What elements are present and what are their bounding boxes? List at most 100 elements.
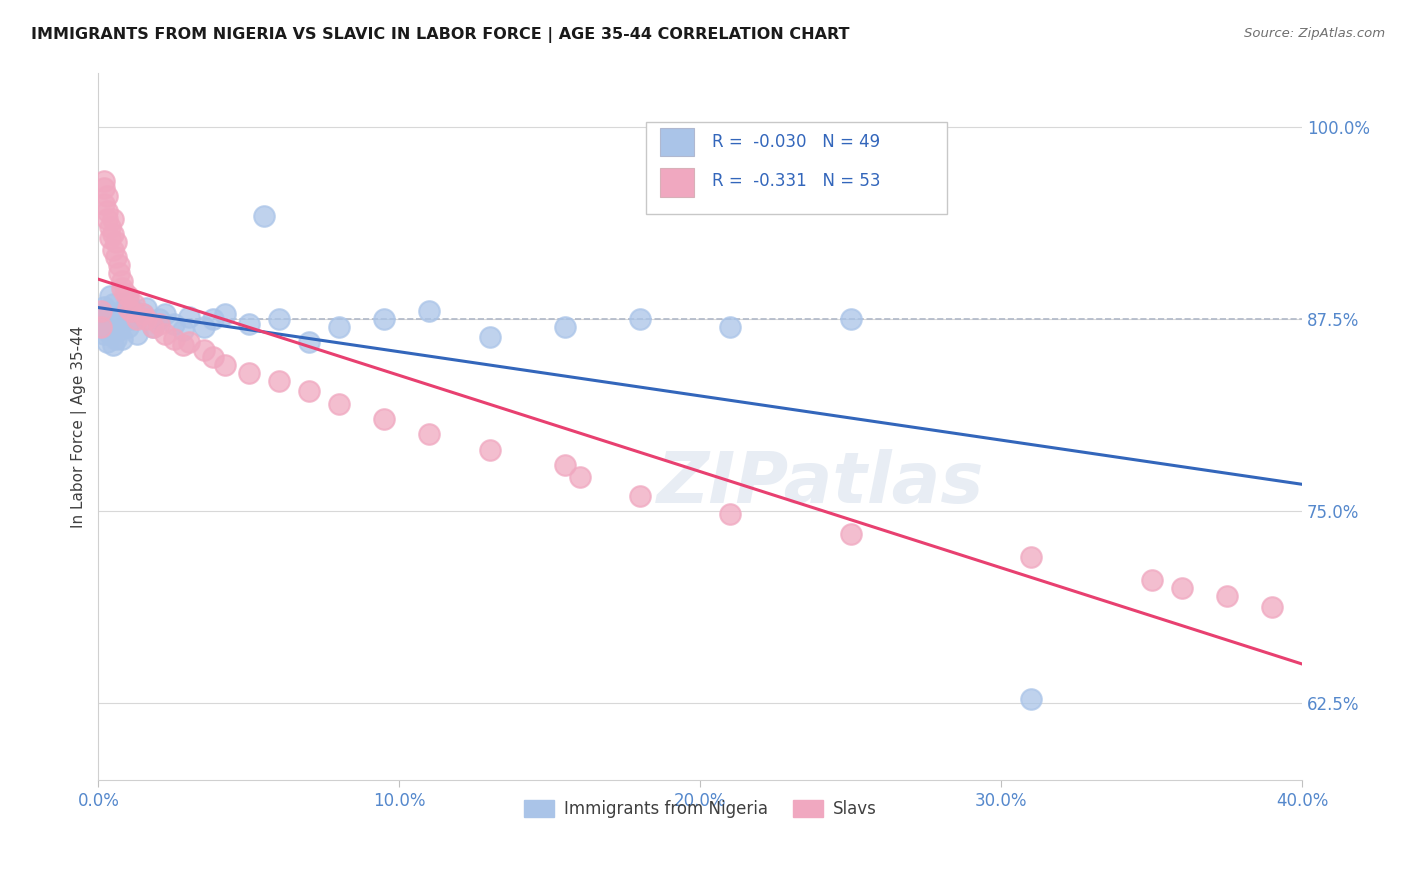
Point bbox=[238, 317, 260, 331]
Point bbox=[124, 296, 146, 310]
Point bbox=[100, 219, 122, 234]
Point bbox=[103, 243, 125, 257]
Point bbox=[114, 312, 136, 326]
Point bbox=[214, 307, 236, 321]
FancyBboxPatch shape bbox=[645, 122, 948, 214]
Point bbox=[153, 327, 176, 342]
Point bbox=[568, 470, 591, 484]
Point bbox=[120, 304, 142, 318]
Text: R =  -0.030   N = 49: R = -0.030 N = 49 bbox=[713, 133, 880, 152]
Point bbox=[100, 289, 122, 303]
Point bbox=[839, 527, 862, 541]
Point bbox=[1019, 550, 1042, 565]
Point bbox=[193, 319, 215, 334]
Point bbox=[96, 334, 118, 349]
Point bbox=[111, 304, 134, 318]
Point bbox=[201, 351, 224, 365]
Point bbox=[93, 196, 115, 211]
Point bbox=[93, 307, 115, 321]
Point bbox=[373, 312, 395, 326]
Point bbox=[238, 366, 260, 380]
Point bbox=[162, 317, 184, 331]
Point bbox=[177, 334, 200, 349]
Point bbox=[172, 323, 194, 337]
Point bbox=[1019, 691, 1042, 706]
Point bbox=[478, 442, 501, 457]
Point bbox=[177, 310, 200, 325]
Point bbox=[100, 327, 122, 342]
Point bbox=[127, 312, 149, 326]
Point bbox=[628, 312, 651, 326]
Point bbox=[1261, 599, 1284, 614]
FancyBboxPatch shape bbox=[661, 169, 695, 197]
Point bbox=[127, 327, 149, 342]
Text: ZIPatlas: ZIPatlas bbox=[657, 449, 984, 517]
Point bbox=[132, 307, 155, 321]
Point bbox=[105, 235, 128, 249]
Y-axis label: In Labor Force | Age 35-44: In Labor Force | Age 35-44 bbox=[72, 326, 87, 528]
Point bbox=[141, 319, 163, 334]
Point bbox=[96, 317, 118, 331]
Point bbox=[328, 319, 350, 334]
Point bbox=[214, 358, 236, 372]
Point bbox=[132, 307, 155, 321]
Point bbox=[93, 327, 115, 342]
Point bbox=[120, 312, 142, 326]
Point bbox=[105, 307, 128, 321]
Point bbox=[418, 304, 440, 318]
Point bbox=[90, 319, 112, 334]
Point bbox=[172, 338, 194, 352]
Point bbox=[93, 181, 115, 195]
Point bbox=[201, 312, 224, 326]
Point bbox=[108, 323, 131, 337]
Text: Source: ZipAtlas.com: Source: ZipAtlas.com bbox=[1244, 27, 1385, 40]
Point bbox=[96, 304, 118, 318]
Text: R =  -0.331   N = 53: R = -0.331 N = 53 bbox=[713, 172, 880, 190]
Point bbox=[105, 251, 128, 265]
Point bbox=[135, 312, 157, 326]
Point bbox=[105, 332, 128, 346]
Point bbox=[478, 330, 501, 344]
Point bbox=[117, 293, 139, 308]
Point bbox=[162, 332, 184, 346]
Point bbox=[1170, 581, 1192, 595]
Point bbox=[148, 317, 170, 331]
Point bbox=[1216, 589, 1239, 603]
Point bbox=[100, 230, 122, 244]
Point bbox=[96, 212, 118, 227]
Point bbox=[253, 209, 276, 223]
Point bbox=[193, 343, 215, 357]
Point bbox=[111, 332, 134, 346]
Point bbox=[96, 189, 118, 203]
Point bbox=[1140, 574, 1163, 588]
Point bbox=[117, 319, 139, 334]
Point bbox=[90, 319, 112, 334]
Point bbox=[554, 458, 576, 472]
Text: IMMIGRANTS FROM NIGERIA VS SLAVIC IN LABOR FORCE | AGE 35-44 CORRELATION CHART: IMMIGRANTS FROM NIGERIA VS SLAVIC IN LAB… bbox=[31, 27, 849, 43]
Point bbox=[328, 396, 350, 410]
FancyBboxPatch shape bbox=[661, 128, 695, 156]
Point bbox=[117, 301, 139, 316]
Point bbox=[111, 274, 134, 288]
Point bbox=[153, 307, 176, 321]
Point bbox=[103, 312, 125, 326]
Point bbox=[628, 489, 651, 503]
Point bbox=[267, 312, 290, 326]
Point bbox=[103, 296, 125, 310]
Point bbox=[103, 212, 125, 227]
Point bbox=[141, 319, 163, 334]
Point bbox=[111, 281, 134, 295]
Point bbox=[117, 289, 139, 303]
Point bbox=[267, 374, 290, 388]
Point bbox=[839, 312, 862, 326]
Point bbox=[718, 508, 741, 522]
Point bbox=[96, 204, 118, 219]
Point bbox=[93, 300, 115, 314]
Point bbox=[298, 334, 321, 349]
Point bbox=[554, 319, 576, 334]
Point bbox=[93, 173, 115, 187]
Point bbox=[108, 266, 131, 280]
Point bbox=[124, 304, 146, 318]
Point bbox=[103, 338, 125, 352]
Point bbox=[103, 227, 125, 242]
